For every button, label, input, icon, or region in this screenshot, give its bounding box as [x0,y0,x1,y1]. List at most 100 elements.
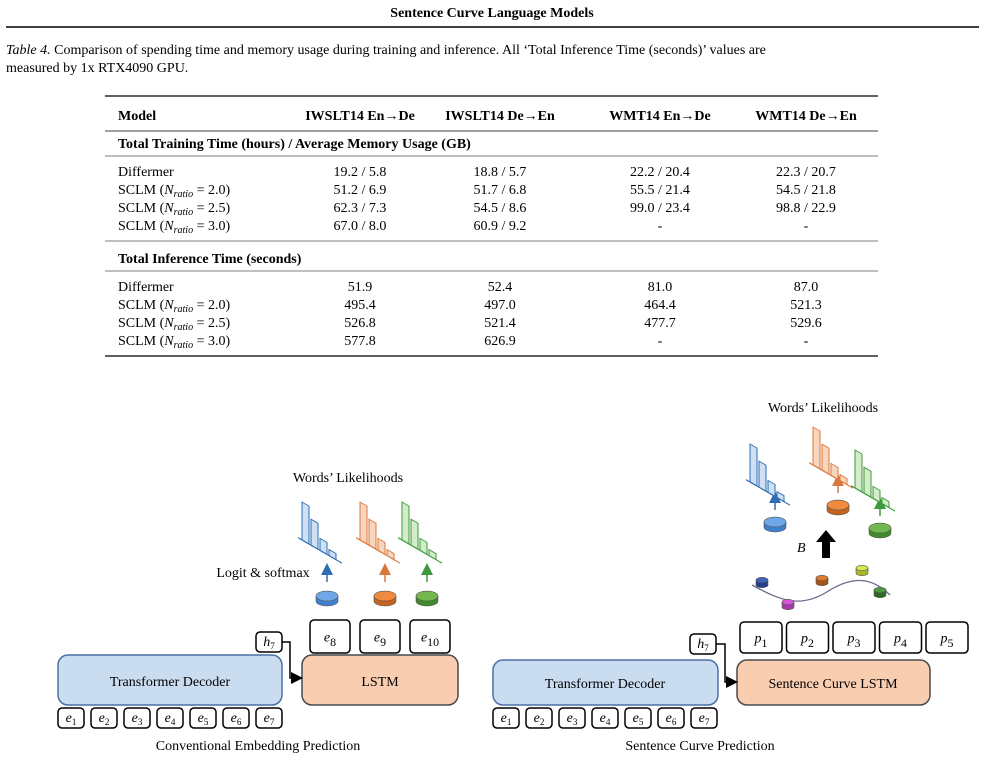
section-title: Total Training Time (hours) / Average Me… [118,137,471,152]
cell: 526.8 [344,316,376,331]
glyph-base [356,537,400,564]
input-token: e7 [699,711,710,727]
cell: 464.4 [644,298,676,313]
token-sub: 7 [705,717,710,727]
input-token: e5 [633,711,644,727]
likelihood-bar [401,501,410,545]
row-label: SCLM (Nratio = 3.0) [118,334,230,351]
cell: 19.2 / 5.8 [334,165,387,180]
label-part: N [163,183,174,198]
token-base: p [847,632,855,647]
likelihood-bar [410,518,419,551]
big-arrow [816,530,836,558]
label-part: ratio [174,189,193,200]
disk-top [826,499,850,511]
disk-top [373,590,397,602]
output-token-box [878,621,923,654]
input-token-box [222,707,250,729]
likelihood-bar [749,443,758,487]
likelihood-bar [359,501,368,545]
column-header: IWSLT14 En→De [305,109,415,124]
input-token-box [624,707,652,729]
cell: 495.4 [344,298,376,313]
row-label: SCLM (Nratio = 2.5) [118,201,230,218]
caption-label: Table 4. [6,43,51,58]
input-token-box [57,707,85,729]
label-part: ratio [174,225,193,236]
cell: 52.4 [488,280,513,295]
cell: 54.5 / 21.8 [776,183,836,198]
label-part: ratio [174,207,193,218]
output-token-box [785,621,830,654]
output-token: e9 [374,631,386,649]
sentence-curve [751,579,891,602]
caption-text: measured by 1x RTX4090 GPU. [6,61,188,76]
label-part: N [163,298,174,313]
token-sub: 1 [72,717,77,727]
label-part: SCLM ( [118,201,165,216]
input-token-box [525,707,553,729]
cell: 54.5 / 8.6 [474,201,527,216]
likelihood-glyph [356,501,400,564]
token-sub: 4 [606,717,611,727]
label-part: N [163,316,174,331]
output-token-box [925,621,969,654]
row-label: SCLM (Nratio = 2.0) [118,183,230,200]
hidden-token: h7 [263,635,275,651]
token-sub: 2 [105,717,110,727]
table-caption: Table 4. Comparison of spending time and… [6,43,766,58]
glyph-base [746,479,790,506]
label-part: Differmer [118,165,174,180]
likelihood-glyph [851,449,895,512]
label-part: = 2.0) [193,183,230,198]
column-header: Model [118,109,156,124]
cell: 529.6 [790,316,822,331]
label-part: SCLM ( [118,334,165,349]
output-token-box [832,621,876,654]
row-label: SCLM (Nratio = 2.5) [118,316,230,333]
cell: - [804,219,809,234]
cell: - [804,334,809,349]
row-label: SCLM (Nratio = 3.0) [118,219,230,236]
cell: 87.0 [794,280,819,295]
input-token: e6 [666,711,677,727]
token-sub: 10 [427,635,439,649]
token-sub: 1 [507,717,512,727]
token-base: e [198,711,204,726]
row-label: SCLM (Nratio = 2.0) [118,298,230,315]
cell: 62.3 / 7.3 [334,201,387,216]
token-base: e [666,711,672,726]
figure-caption: Conventional Embedding Prediction [156,739,361,754]
likelihood-bar [812,426,821,470]
token-sub: 3 [138,717,143,727]
column-header: IWSLT14 De→En [445,109,555,124]
label-part: N [163,219,174,234]
input-token: e2 [99,711,110,727]
lstm-label: LSTM [361,675,399,690]
token-base: e [324,631,330,646]
token-sub: 2 [808,636,814,650]
input-token: e2 [534,711,545,727]
cell: - [658,219,663,234]
token-base: e [66,711,72,726]
disk-top [873,586,887,593]
label-part: = 2.5) [193,316,230,331]
running-title: Sentence Curve Language Models [390,6,594,21]
input-token-box [189,707,217,729]
input-token-box [657,707,685,729]
output-token: p4 [893,632,907,650]
label-part: ratio [174,304,193,315]
token-sub: 2 [540,717,545,727]
output-token-box [739,621,783,654]
input-token: e6 [231,711,242,727]
input-token-box [591,707,619,729]
column-header: WMT14 De→En [755,109,857,124]
token-sub: 5 [204,717,209,727]
token-sub: 6 [672,717,677,727]
column-header: WMT14 En→De [609,109,711,124]
token-base: e [501,711,507,726]
label-part: Differmer [118,280,174,295]
disk-top [781,598,795,605]
token-base: e [600,711,606,726]
cell: 99.0 / 23.4 [630,201,690,216]
